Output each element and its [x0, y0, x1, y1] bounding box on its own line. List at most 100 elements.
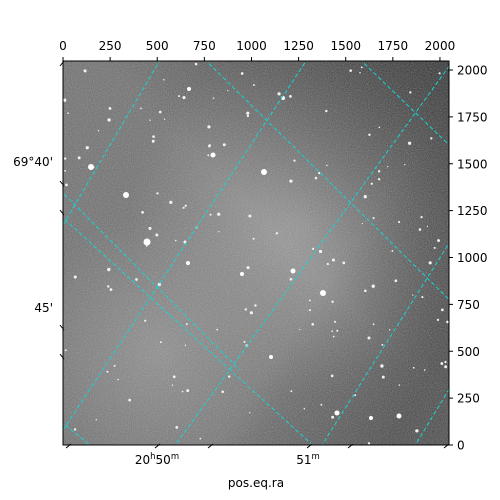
star — [158, 110, 162, 114]
star — [398, 220, 401, 224]
star — [349, 69, 352, 72]
star — [336, 329, 339, 332]
star — [140, 107, 142, 110]
star — [360, 66, 363, 69]
star — [308, 299, 311, 302]
grid-line — [321, 242, 449, 445]
top-tick-label: 2000 — [425, 39, 456, 53]
ra-label-2: 51m — [296, 452, 320, 467]
star — [249, 311, 254, 315]
star — [421, 296, 424, 299]
star — [208, 145, 211, 148]
star — [326, 262, 329, 266]
star — [149, 119, 151, 121]
right-tick-label: 500 — [457, 345, 480, 359]
bright-star — [290, 268, 296, 274]
star — [169, 200, 173, 205]
star — [436, 318, 440, 322]
bright-star — [88, 164, 94, 170]
star — [97, 129, 100, 132]
star — [216, 328, 219, 331]
star — [159, 341, 162, 344]
ra-label-2-m: m — [312, 452, 320, 462]
star — [325, 109, 328, 113]
ra-label-1-minutes: 50 — [156, 453, 171, 467]
bright-star — [334, 410, 340, 416]
right-pixel-axis: 0 250 500 750 1000 1250 1500 1750 2000 — [449, 64, 488, 453]
star — [320, 403, 323, 406]
star — [163, 118, 166, 120]
star — [444, 365, 448, 369]
star — [299, 328, 301, 331]
star — [391, 249, 394, 252]
star — [141, 210, 144, 214]
star — [117, 378, 119, 381]
image-frame — [62, 60, 450, 446]
star — [394, 279, 398, 283]
star — [426, 225, 429, 227]
top-tick-label: 1500 — [330, 39, 361, 53]
ra-label-2-minutes: 51 — [296, 453, 311, 467]
star — [428, 261, 432, 265]
star — [314, 176, 318, 180]
right-tick-label: 750 — [457, 298, 480, 312]
star — [378, 126, 381, 129]
bright-star — [261, 169, 267, 175]
star — [73, 275, 77, 279]
star — [254, 304, 257, 307]
star — [333, 320, 337, 323]
star — [171, 384, 174, 386]
star — [64, 349, 67, 352]
star — [73, 428, 77, 431]
star — [331, 300, 334, 304]
star — [359, 71, 361, 74]
star — [227, 375, 231, 378]
star — [331, 330, 333, 332]
star — [377, 170, 381, 173]
star — [194, 62, 198, 66]
top-tick-label: 500 — [146, 39, 169, 53]
star — [107, 267, 111, 272]
right-tick-label: 1250 — [457, 204, 488, 218]
wcs-tick-marks — [59, 60, 450, 449]
star — [364, 289, 367, 293]
star — [113, 364, 116, 367]
star — [423, 369, 426, 371]
star — [107, 285, 110, 288]
bright-star — [143, 238, 151, 246]
right-tick-label: 1500 — [457, 157, 488, 171]
star — [372, 323, 375, 326]
top-pixel-axis: 0 250 500 750 1000 1250 1500 1750 2000 — [59, 39, 455, 61]
star — [135, 278, 138, 281]
star — [109, 288, 113, 292]
bright-star — [186, 261, 190, 265]
star — [244, 308, 247, 311]
top-tick-label: 1750 — [378, 39, 409, 53]
star — [227, 90, 229, 92]
star — [207, 125, 211, 129]
grid-line — [360, 61, 449, 146]
star — [331, 258, 335, 262]
star-field — [63, 62, 449, 445]
star — [446, 320, 449, 324]
star — [246, 111, 250, 115]
star — [387, 165, 389, 168]
star — [249, 412, 251, 414]
grid-line — [63, 61, 161, 226]
star — [331, 415, 335, 419]
star — [148, 226, 152, 230]
star — [430, 137, 433, 140]
star — [289, 277, 293, 281]
right-tick-label: 250 — [457, 392, 480, 406]
star — [311, 322, 315, 326]
star — [367, 336, 371, 340]
bright-star — [369, 416, 373, 420]
star — [275, 232, 279, 235]
star — [155, 233, 159, 237]
star — [370, 182, 373, 185]
star — [407, 141, 412, 145]
star — [277, 92, 281, 96]
star — [444, 360, 447, 364]
star — [412, 366, 415, 369]
